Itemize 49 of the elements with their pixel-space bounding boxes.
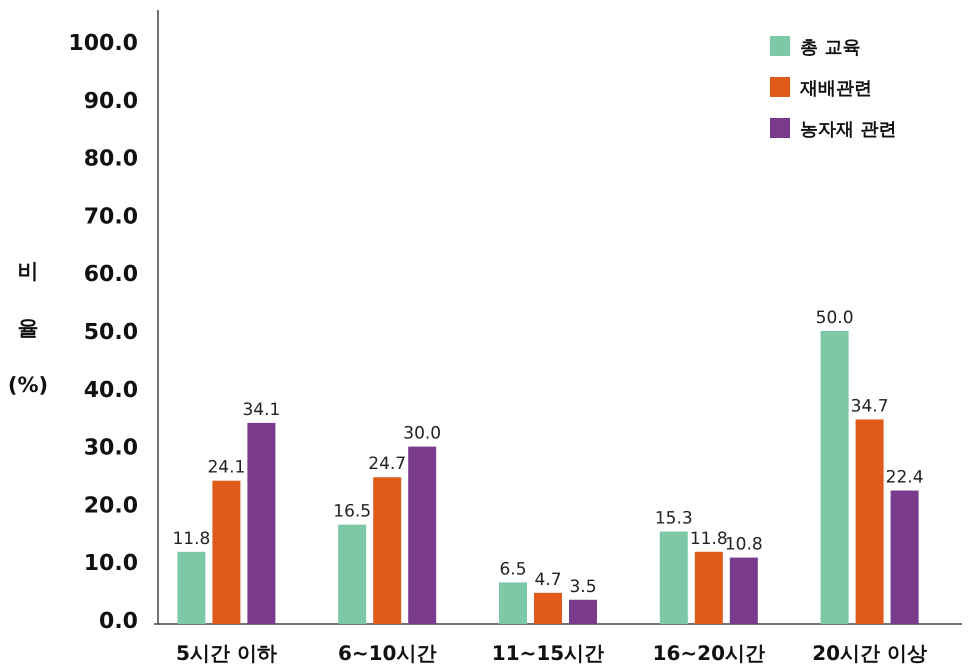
- bar: [694, 552, 723, 624]
- bar: [534, 592, 562, 624]
- bar: [820, 331, 849, 624]
- data-label: 4.7: [534, 570, 562, 590]
- x-tick-label: 11~15시간: [492, 641, 604, 665]
- bar: [730, 558, 758, 624]
- data-label: 11.8: [172, 528, 210, 549]
- data-label: 3.5: [569, 576, 597, 597]
- legend-label: 총 교육: [800, 37, 860, 58]
- bar: [212, 480, 240, 624]
- y-tick-label: 30.0: [84, 436, 138, 461]
- data-label: 50.0: [816, 308, 854, 328]
- bar: [499, 582, 527, 624]
- data-label: 15.3: [654, 508, 693, 529]
- x-tick-label: 6~10시간: [338, 641, 436, 665]
- data-label: 16.5: [333, 502, 372, 522]
- y-tick-label: 50.0: [84, 320, 138, 345]
- y-tick-label: 60.0: [84, 262, 138, 288]
- y-tick-label: 80.0: [84, 146, 138, 172]
- y-tick-label: 70.0: [84, 204, 138, 230]
- data-label: 22.4: [886, 468, 924, 488]
- data-label: 24.1: [207, 458, 246, 478]
- data-label: 34.7: [850, 396, 889, 416]
- bar: [247, 422, 276, 624]
- data-label: 34.1: [242, 400, 280, 420]
- bar: [856, 419, 884, 624]
- legend-label: 농자재 관련: [800, 119, 896, 140]
- bar: [408, 446, 436, 624]
- bar: [569, 600, 597, 624]
- data-label: 11.8: [690, 528, 728, 549]
- text: 비율 (%): [8, 259, 48, 397]
- x-tick-label: 5시간 이하: [176, 641, 277, 665]
- y-tick-label: 20.0: [84, 493, 138, 518]
- data-label: 30.0: [403, 424, 442, 444]
- bar: [890, 490, 919, 624]
- y-tick-label: 90.0: [84, 88, 138, 114]
- y-tick-label: 10.0: [84, 551, 138, 576]
- bar: [660, 532, 688, 624]
- bar: [177, 552, 206, 624]
- bar: [338, 524, 366, 624]
- y-tick-label: 100.0: [68, 31, 138, 56]
- x-tick-label: 20시간 이상: [812, 641, 927, 665]
- bar: [373, 477, 402, 624]
- data-label: 24.7: [368, 454, 406, 474]
- data-label: 6.5: [499, 559, 527, 580]
- y-tick-label: 40.0: [84, 378, 138, 403]
- y-tick-label: 0.0: [99, 609, 138, 634]
- legend-label: 재배관련: [799, 78, 872, 99]
- x-tick-label: 16~20시간: [652, 641, 766, 665]
